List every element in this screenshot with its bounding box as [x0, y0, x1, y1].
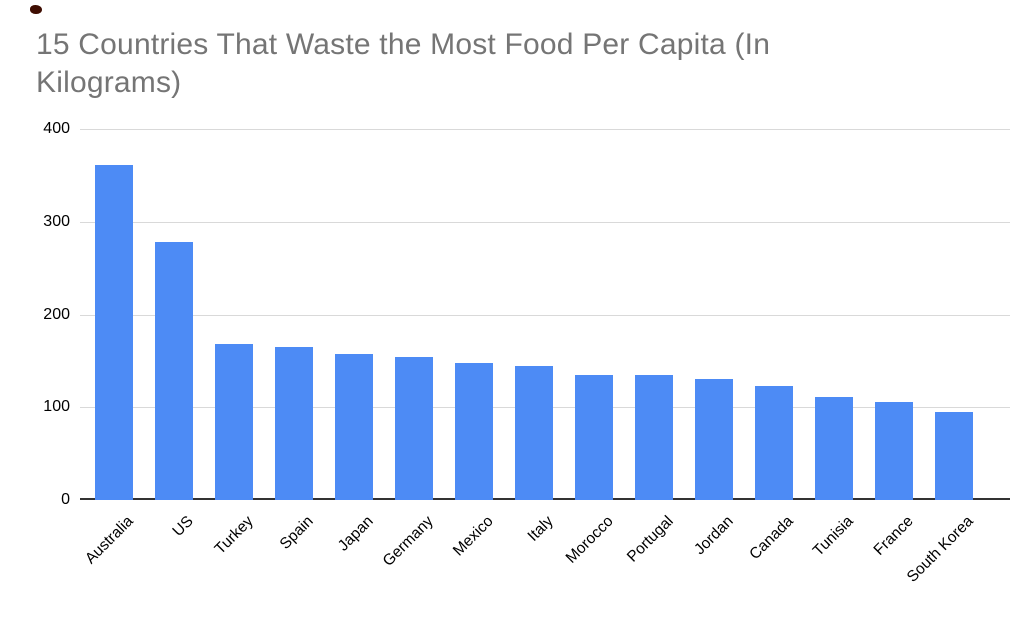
- y-tick-label-0: 0: [61, 491, 70, 508]
- bar-tunisia: [815, 397, 853, 500]
- bar-morocco: [575, 374, 613, 500]
- bar-japan: [335, 354, 373, 500]
- y-tick-label-100: 100: [43, 398, 70, 416]
- y-tick-label-400: 400: [43, 120, 70, 137]
- bar-us: [155, 242, 193, 500]
- bar-france: [875, 401, 913, 500]
- gridline-400: [80, 129, 1010, 130]
- bar-turkey: [215, 344, 253, 500]
- plot-area: [80, 129, 1010, 500]
- y-tick-label-200: 200: [43, 305, 70, 323]
- bar-germany: [395, 357, 433, 500]
- bar-portugal: [635, 374, 673, 500]
- gridline-300: [80, 221, 1010, 223]
- bar-canada: [755, 385, 793, 500]
- ink-artifact: [30, 5, 42, 14]
- chart-title: 15 Countries That Waste the Most Food Pe…: [36, 28, 771, 100]
- bar-australia: [95, 165, 133, 500]
- bar-italy: [515, 365, 553, 500]
- gridline-200: [80, 314, 1010, 316]
- bar-mexico: [455, 362, 493, 500]
- bar-spain: [275, 346, 313, 500]
- y-tick-label-300: 300: [43, 212, 70, 230]
- bar-south-korea: [935, 411, 973, 500]
- bar-jordan: [695, 379, 733, 500]
